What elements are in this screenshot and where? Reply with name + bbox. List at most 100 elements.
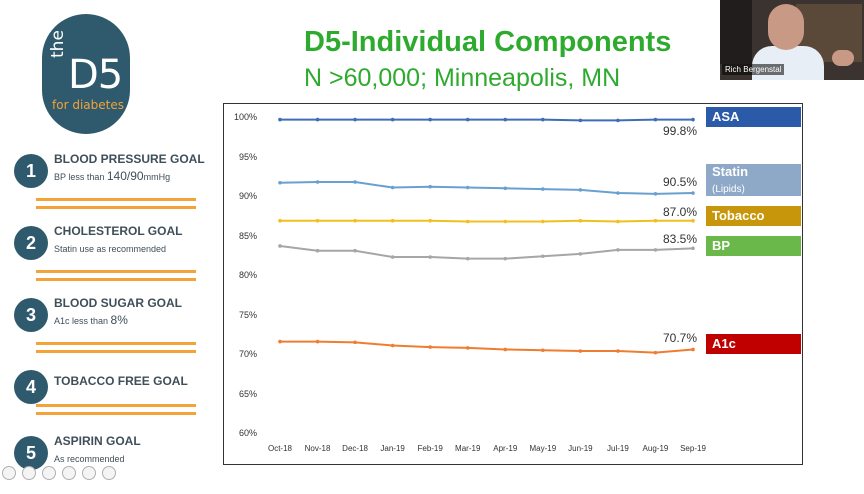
goal-number-badge: 3	[14, 298, 48, 332]
data-point	[691, 246, 695, 251]
data-point	[541, 219, 545, 224]
data-point	[616, 191, 620, 195]
end-value-label: 83.5%	[662, 232, 697, 247]
y-tick-label: 65%	[238, 388, 257, 399]
goal-subtitle-value: 140/90	[106, 169, 144, 183]
presenter-name: Rich Bergenstal	[722, 64, 785, 75]
y-tick-label: 85%	[238, 230, 257, 241]
presenter-head	[768, 4, 804, 50]
goal-divider	[36, 206, 196, 209]
x-tick-label: Jan-19	[380, 444, 405, 453]
x-tick-label: May-19	[529, 444, 557, 453]
goal-divider	[36, 198, 196, 201]
legend-label-statin: Statin (Lipids)	[706, 164, 801, 196]
presenter-video[interactable]: Rich Bergenstal	[720, 0, 864, 80]
x-tick-label: Mar-19	[455, 444, 481, 453]
legend-name: A1c	[712, 336, 736, 351]
legend-label-a1c: A1c	[706, 334, 801, 354]
d5-logo: the D5 for diabetes	[42, 14, 130, 134]
goal-subtitle: Statin use as recommended	[54, 241, 166, 255]
data-point	[390, 255, 395, 259]
data-point	[541, 254, 545, 259]
end-value-label: 99.8%	[662, 123, 697, 138]
end-value-label: 90.5%	[662, 175, 697, 190]
x-tick-label: Jun-19	[568, 444, 593, 453]
goal-subtitle-value: 8%	[110, 313, 128, 327]
data-point	[616, 349, 620, 353]
x-tick-label: Oct-18	[267, 444, 292, 453]
x-tick-label: Dec-18	[342, 444, 368, 453]
slide-subtitle: N >60,000; Minneapolis, MN	[304, 64, 621, 92]
legend-label-asa: ASA	[706, 107, 801, 127]
end-value-label: 70.7%	[662, 331, 697, 346]
data-point	[465, 256, 470, 261]
data-point	[691, 347, 695, 352]
data-point	[315, 339, 320, 344]
goal-subtitle-unit: mmHg	[143, 172, 171, 182]
logo-tagline: for diabetes	[52, 98, 124, 112]
goal-number-badge: 1	[14, 154, 48, 188]
data-point	[465, 219, 470, 224]
series-line-asa	[280, 118, 693, 122]
goal-number-badge: 2	[14, 226, 48, 260]
x-tick-label: Sep-19	[680, 444, 706, 453]
legend-subname: (Lipids)	[712, 184, 745, 195]
goal-number-badge: 4	[14, 370, 48, 404]
data-point	[578, 188, 583, 192]
zoom-icon[interactable]	[82, 466, 96, 480]
goal-divider	[36, 342, 196, 345]
chart-frame	[223, 103, 803, 465]
data-point	[390, 117, 395, 122]
goal-title: TOBACCO FREE GOAL	[54, 374, 188, 388]
legend-label-tobacco: Tobacco	[706, 206, 801, 226]
pen-icon[interactable]	[42, 466, 56, 480]
data-point	[653, 218, 658, 223]
goal-divider	[36, 270, 196, 273]
data-point	[541, 117, 545, 122]
prev-slide-icon[interactable]	[2, 466, 16, 480]
next-slide-icon[interactable]	[22, 466, 36, 480]
data-point	[578, 118, 583, 123]
end-value-label: 87.0%	[662, 204, 697, 219]
data-point	[353, 218, 357, 223]
goal-title: ASPIRIN GOAL	[54, 434, 141, 448]
data-point	[278, 218, 282, 223]
legend-name: BP	[712, 238, 731, 253]
y-tick-label: 90%	[238, 191, 257, 201]
data-point	[390, 185, 395, 190]
slides-overview-icon[interactable]	[62, 466, 76, 480]
data-point	[278, 339, 282, 344]
goal-divider	[36, 412, 196, 415]
x-tick-label: Jul-19	[607, 444, 629, 453]
logo-brand: D5	[68, 52, 123, 98]
data-point	[353, 180, 357, 184]
presenter-hand	[832, 50, 854, 66]
data-point	[390, 218, 395, 223]
goal-subtitle: A1c less than 8%	[54, 313, 128, 327]
y-tick-label: 95%	[238, 151, 257, 162]
legend-name: Tobacco	[712, 208, 765, 223]
x-tick-label: Feb-19	[417, 444, 443, 453]
goal-subtitle-text: Statin use as recommended	[54, 244, 167, 254]
x-tick-label: Nov-18	[304, 444, 331, 453]
goal-divider	[36, 404, 196, 407]
data-point	[465, 346, 470, 350]
data-point	[578, 252, 583, 256]
data-point	[428, 117, 432, 122]
legend-label-bp: BP	[706, 236, 801, 256]
goal-subtitle-text: As recommended	[54, 454, 125, 464]
goal-title: BLOOD SUGAR GOAL	[54, 296, 182, 310]
data-point	[691, 117, 695, 122]
more-options-icon[interactable]	[102, 466, 116, 480]
data-point	[691, 191, 695, 195]
goal-title: CHOLESTEROL GOAL	[54, 224, 183, 238]
data-point	[503, 256, 508, 261]
data-point	[278, 180, 282, 185]
data-point	[653, 350, 658, 355]
goal-divider	[36, 350, 196, 353]
goal-item: 1 BLOOD PRESSURE GOAL BP less than 140/90m…	[14, 148, 205, 194]
data-point	[541, 348, 545, 353]
goal-item: 3 BLOOD SUGAR GOAL A1c less than 8%	[14, 292, 204, 338]
goal-item: 4 TOBACCO FREE GOAL	[14, 364, 204, 410]
